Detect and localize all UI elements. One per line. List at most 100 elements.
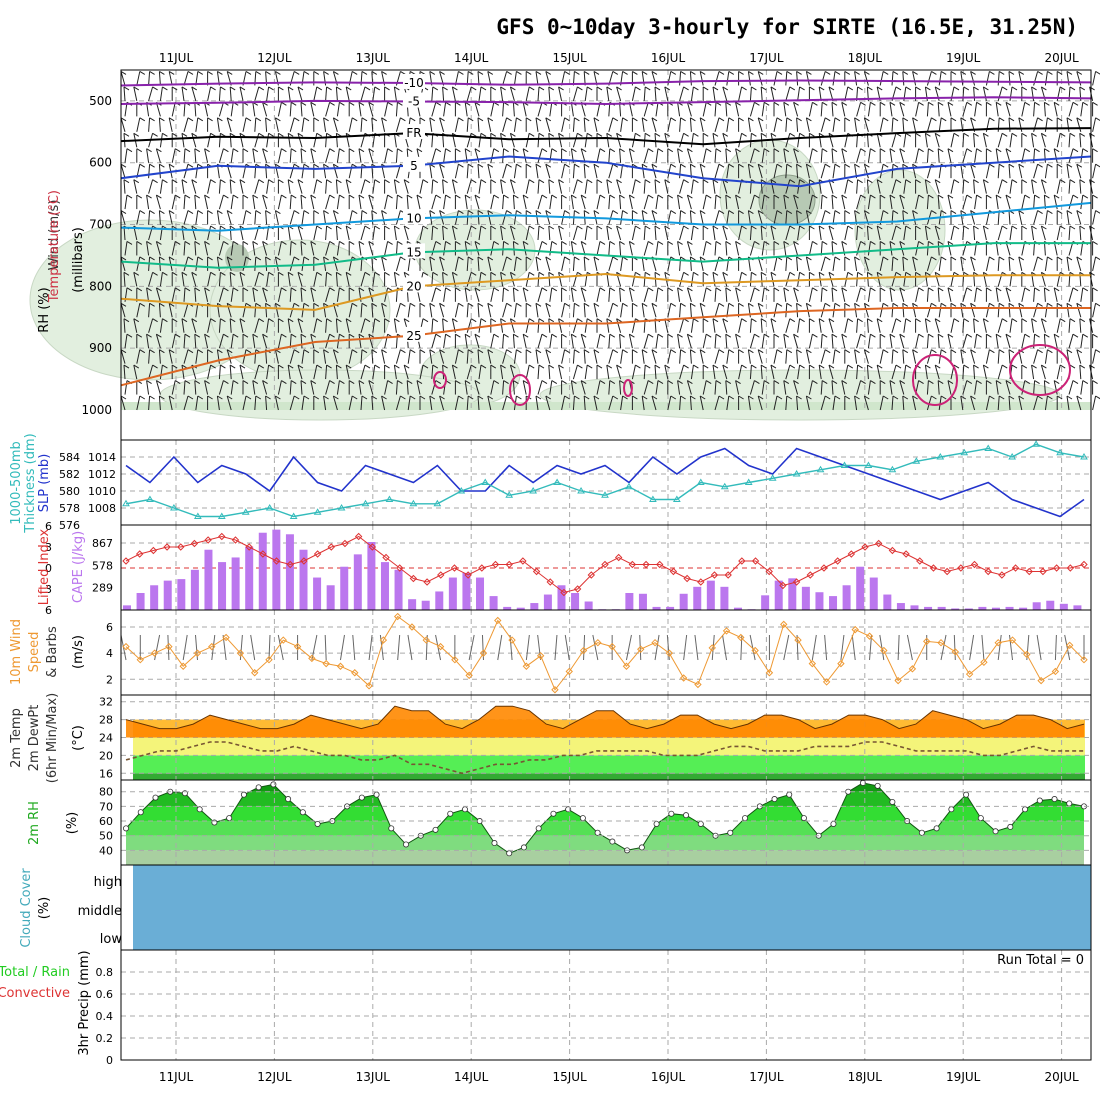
- wind10-barb: [468, 634, 475, 661]
- wind-barb-flag: [786, 163, 793, 168]
- wind-barb-flag: [326, 271, 332, 276]
- wind10-speed-marker: [980, 658, 988, 667]
- wind-barb-flag: [657, 241, 664, 245]
- wind-barb: [325, 287, 331, 302]
- wind-barb-flag: [345, 364, 352, 369]
- wind-barb-flag: [915, 318, 921, 323]
- wind-barb: [1068, 287, 1074, 302]
- wind-barb: [749, 86, 752, 101]
- wind-barb-flag: [232, 148, 239, 153]
- wind-barb: [867, 380, 871, 395]
- wind-barb-flag: [1082, 148, 1089, 153]
- wind-barb-flag: [470, 318, 477, 323]
- wind-barb: [820, 210, 826, 225]
- wind-barb-flag: [995, 287, 1002, 292]
- wind10-barb: [879, 634, 885, 661]
- wind-barb-flag: [245, 210, 252, 214]
- wind-barb: [325, 241, 331, 256]
- wind10-barb: [824, 634, 828, 661]
- thickness-marker: [792, 470, 801, 477]
- wind-barb: [903, 365, 907, 380]
- wind-barb-flag: [348, 380, 355, 384]
- wind-barb-flag: [1095, 71, 1100, 75]
- lifted-index-tick-label: 3: [45, 583, 52, 596]
- wind-barb: [785, 179, 791, 194]
- wind-barb-flag: [867, 318, 873, 323]
- wind-barb: [1008, 349, 1011, 364]
- wind-barb-flag: [738, 302, 744, 307]
- wind-barb-flag: [812, 287, 818, 292]
- wind-barb-flag: [786, 210, 793, 214]
- wind-barb: [502, 380, 505, 395]
- wind-barb-flag: [616, 179, 622, 184]
- wind-barb-flag: [940, 349, 947, 354]
- wind-barb: [537, 287, 543, 302]
- wind-barb-flag: [197, 163, 204, 168]
- wind-barb-flag: [174, 380, 181, 384]
- wind-barb-flag: [281, 333, 287, 338]
- wind-barb: [818, 225, 822, 241]
- wind-barb: [773, 395, 778, 411]
- wind-barb-flag: [1066, 117, 1073, 122]
- wind-barb: [995, 334, 999, 349]
- wind-barb: [229, 365, 232, 380]
- wind-barb: [158, 349, 161, 364]
- wind-barb-flag: [654, 225, 661, 230]
- wind-barb: [120, 256, 126, 272]
- wind-barb: [714, 71, 720, 86]
- wind-barb-flag: [741, 364, 747, 369]
- wind-barb: [749, 380, 755, 395]
- wind-barb: [631, 179, 636, 194]
- wind-barb: [123, 179, 126, 194]
- wind-barb-flag: [834, 71, 841, 75]
- wind-barb: [439, 349, 445, 364]
- wind-barb-flag: [406, 148, 413, 153]
- wind-barb-flag: [783, 148, 790, 153]
- wind-barb-flag: [265, 210, 271, 214]
- wind-barb-flag: [348, 287, 355, 292]
- wind-barb: [714, 395, 720, 411]
- wind-barb-flag: [136, 333, 143, 338]
- wind-barb: [230, 102, 234, 117]
- wind10-frame: [120, 609, 1092, 696]
- wind-barb: [926, 303, 932, 318]
- wind-barb-flag: [500, 271, 506, 276]
- wind-barb-flag: [168, 349, 175, 354]
- wind-barb: [502, 164, 508, 179]
- wind-barb-flag: [705, 287, 712, 292]
- wind-barb-flag: [538, 364, 545, 369]
- wind-barb: [419, 225, 424, 241]
- contour-label: 20: [406, 279, 421, 293]
- wind-barb-flag: [841, 287, 848, 292]
- wind-barb-flag: [561, 380, 567, 384]
- wind-barb-flag: [760, 271, 767, 276]
- wind-barb-flag: [654, 271, 661, 276]
- wind-barb-flag: [844, 210, 851, 214]
- date-tick-label-bottom: 15JUL: [552, 1070, 587, 1084]
- wind-barb: [313, 225, 318, 241]
- wind-barb: [1068, 102, 1074, 117]
- wind-barb-flag: [316, 132, 323, 137]
- wind-barb: [1005, 380, 1011, 395]
- wind-barb: [902, 256, 905, 271]
- wind-barb: [1092, 256, 1097, 272]
- wind-barb: [287, 272, 291, 287]
- lifted-index-marker: [505, 560, 513, 569]
- wind-barb: [757, 303, 763, 318]
- wind-barb: [689, 71, 692, 86]
- wind-barb-flag: [1005, 194, 1012, 199]
- wind-barb: [664, 179, 669, 194]
- wind10-speed-marker: [594, 638, 602, 647]
- wind-barb-flag: [870, 101, 876, 106]
- wind10-tick-label: 4: [106, 647, 113, 660]
- wind-barb-flag: [339, 101, 345, 106]
- wind-barb: [1033, 117, 1039, 132]
- wind-barb-flag: [210, 132, 216, 137]
- wind-barb: [274, 164, 279, 179]
- wind-barb: [265, 210, 268, 225]
- wind-barb: [1092, 395, 1097, 411]
- wind-barb-flag: [702, 364, 709, 369]
- bottom-date-axis: 11JUL 12JUL 13JUL 14JUL 15JUL 16JUL 17JUL 18JUL…: [159, 1070, 1079, 1084]
- date-tick-label-top: 11JUL: [159, 51, 194, 65]
- wind10-speed-marker: [479, 649, 488, 657]
